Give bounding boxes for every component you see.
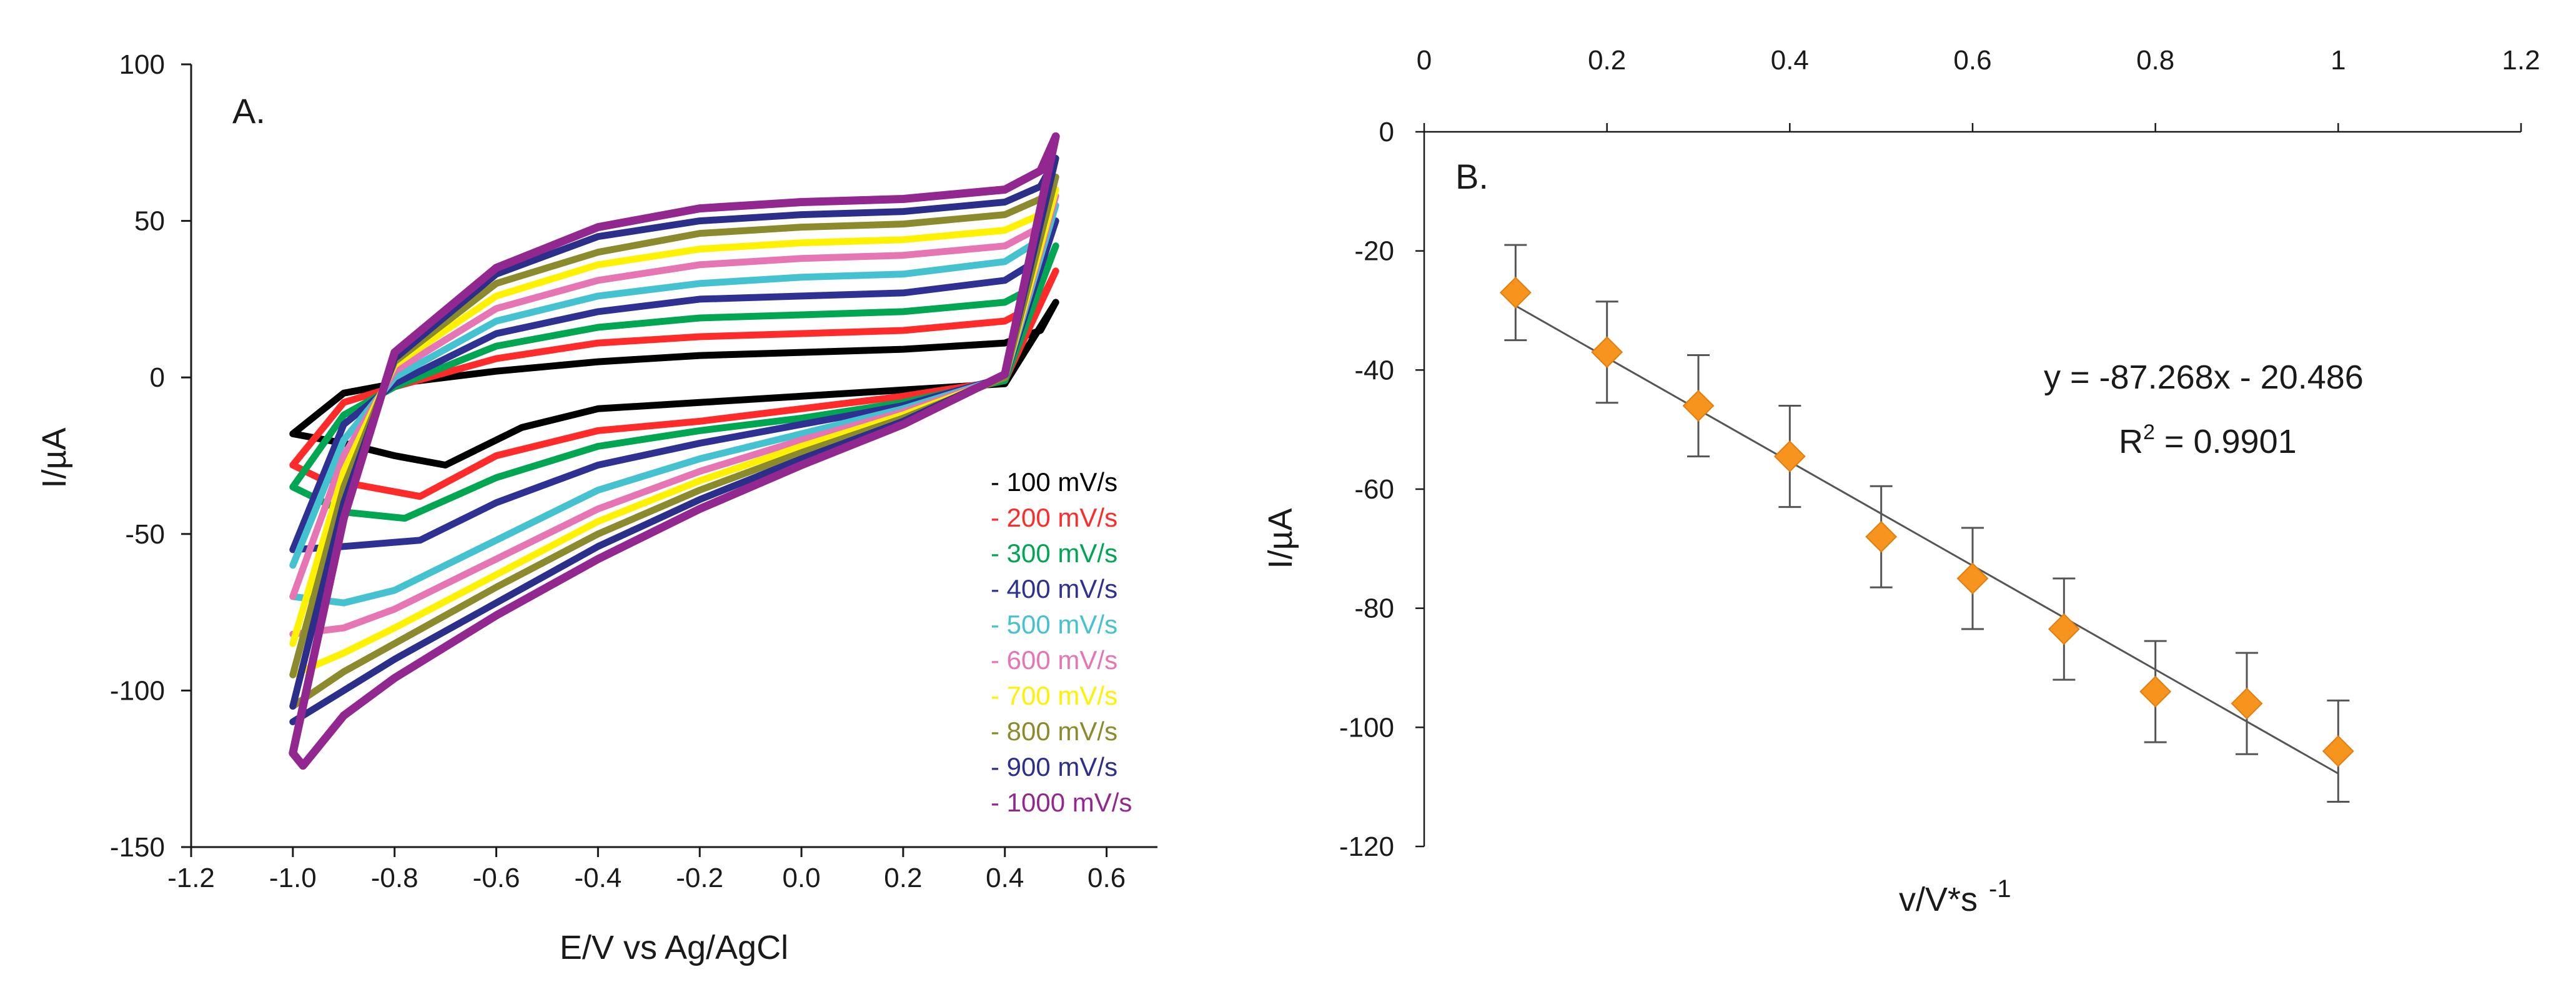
legend-entry: - 200 mV/s	[991, 503, 1117, 532]
panel-b-x-tick-label: 0.2	[1588, 45, 1626, 76]
panel-b-y-tick-label: -20	[1354, 236, 1394, 267]
panel-b-y-tick-label: -100	[1339, 712, 1394, 743]
panel-a-x-tick-label: -0.6	[473, 863, 520, 893]
panel-a-x-ticks: -1.2 -1.0 -0.8 -0.6 -0.4 -0.2 0.0 0.2 0.4 0.6	[167, 847, 1126, 893]
data-point	[1773, 405, 1806, 508]
data-point	[2139, 640, 2172, 743]
panel-b-y-tick-label: -60	[1354, 474, 1394, 505]
panel-a-y-tick-label: 100	[119, 49, 165, 80]
legend-entry: - 400 mV/s	[991, 574, 1117, 603]
panel-b-y-tick-label: -40	[1354, 355, 1394, 385]
panel-b-x-tick-label: 0.6	[1953, 45, 1991, 76]
panel-a-x-tick-label: -0.8	[371, 863, 419, 893]
data-point	[1956, 527, 1989, 630]
panel-a-y-tick-label: -150	[110, 832, 165, 863]
cv-curve-200-mV-s	[289, 267, 1059, 500]
diamond-marker	[1956, 562, 1989, 595]
panel-a-y-tick-label: 0	[150, 362, 165, 393]
diamond-marker	[1499, 276, 1532, 309]
panel-b-x-ticks: 0 0.2 0.4 0.6 0.8 1 1.2	[1417, 45, 2540, 132]
cv-curve-1000-mV-s	[289, 132, 1060, 770]
panel-a-x-tick-label: 0.0	[782, 863, 820, 893]
data-point	[1499, 244, 1532, 342]
diamond-marker	[2322, 735, 2354, 767]
panel-b-x-tick-label: 1.2	[2502, 45, 2540, 76]
data-point	[1591, 300, 1623, 404]
data-point	[2231, 652, 2263, 755]
legend-entry: - 500 mV/s	[991, 610, 1117, 639]
panel-b-y-tick-label: -80	[1354, 593, 1394, 624]
diamond-marker	[2139, 675, 2172, 708]
panel-a-y-tick-label: 50	[134, 206, 165, 237]
panel-a-x-tick-label: -0.4	[574, 863, 622, 893]
panel-b-points	[1499, 244, 2354, 803]
diamond-marker	[1773, 440, 1806, 472]
legend-entry: - 900 mV/s	[991, 752, 1117, 781]
cv-curve-100-mV-s	[289, 299, 1059, 469]
panel-b-x-tick-label: 0	[1417, 45, 1432, 76]
r-squared-label: R2 = 0.9901	[2119, 420, 2297, 460]
legend-entry: - 1000 mV/s	[991, 788, 1132, 817]
cv-curve-600-mV-s	[289, 192, 1059, 638]
panel-a-y-label: I/µA	[36, 427, 73, 488]
data-point	[2048, 577, 2080, 681]
panel-b-x-tick-label: 0.4	[1771, 45, 1809, 76]
panel-a-x-tick-label: 0.2	[884, 863, 922, 893]
panel-b-label: B.	[1455, 157, 1489, 196]
panel-a-x-tick-label: -1.2	[167, 863, 215, 893]
panel-b-x-tick-label: 0.8	[2136, 45, 2174, 76]
data-point	[2322, 699, 2354, 803]
panel-a-cyclic-voltammogram: A. 100 50 0 -50 -100 -150 -1.2 -1.0 -0.8 -0.6 -0.…	[36, 49, 1157, 966]
diamond-marker	[2231, 687, 2263, 720]
diamond-marker	[1865, 520, 1898, 553]
panel-a-y-ticks: 100 50 0 -50 -100 -150	[110, 49, 191, 863]
legend-entry: - 800 mV/s	[991, 717, 1117, 746]
panel-a-curves	[289, 132, 1060, 770]
legend-entry: - 600 mV/s	[991, 645, 1117, 675]
panel-b-y-label: I/µA	[1262, 508, 1299, 568]
panel-a-y-tick-label: -100	[110, 675, 165, 706]
panel-a-x-label: E/V vs Ag/AgCl	[560, 929, 788, 966]
cv-curve-300-mV-s	[289, 242, 1059, 522]
panel-b-y-ticks: 0 -20 -40 -60 -80 -100 -120	[1339, 117, 1424, 862]
panel-a-x-tick-label: 0.6	[1087, 863, 1126, 893]
panel-b-scan-rate-plot: B. 0 -20 -40 -60 -80 -100 -120 0 0.2 0.4 0.6 0.8 1 1…	[1262, 45, 2540, 918]
linear-fit-line	[1515, 305, 2339, 775]
diamond-marker	[1682, 390, 1715, 422]
data-point	[1865, 485, 1898, 588]
panel-a-label: A.	[232, 91, 265, 131]
panel-a-y-tick-label: -50	[125, 519, 165, 550]
trendline-equation: y = -87.268x - 20.486	[2044, 359, 2364, 396]
panel-b-y-tick-label: 0	[1379, 117, 1394, 147]
panel-b-y-tick-label: -120	[1339, 831, 1394, 862]
panel-a-x-tick-label: -0.2	[676, 863, 723, 893]
panel-a-x-tick-label: -1.0	[269, 863, 317, 893]
legend-entry: - 700 mV/s	[991, 681, 1117, 710]
panel-a-legend: - 100 mV/s - 200 mV/s - 300 mV/s - 400 mV/s…	[991, 467, 1132, 817]
data-point	[1682, 354, 1715, 458]
diamond-marker	[1591, 336, 1623, 369]
panel-b-x-tick-label: 1	[2331, 45, 2346, 76]
legend-entry: - 300 mV/s	[991, 538, 1117, 568]
panel-a-x-tick-label: 0.4	[986, 863, 1024, 893]
diamond-marker	[2048, 613, 2080, 645]
legend-entry: - 100 mV/s	[991, 467, 1117, 497]
panel-b-trendline	[1515, 305, 2339, 775]
panel-b-x-label: v/V*s -1	[1899, 875, 2011, 918]
